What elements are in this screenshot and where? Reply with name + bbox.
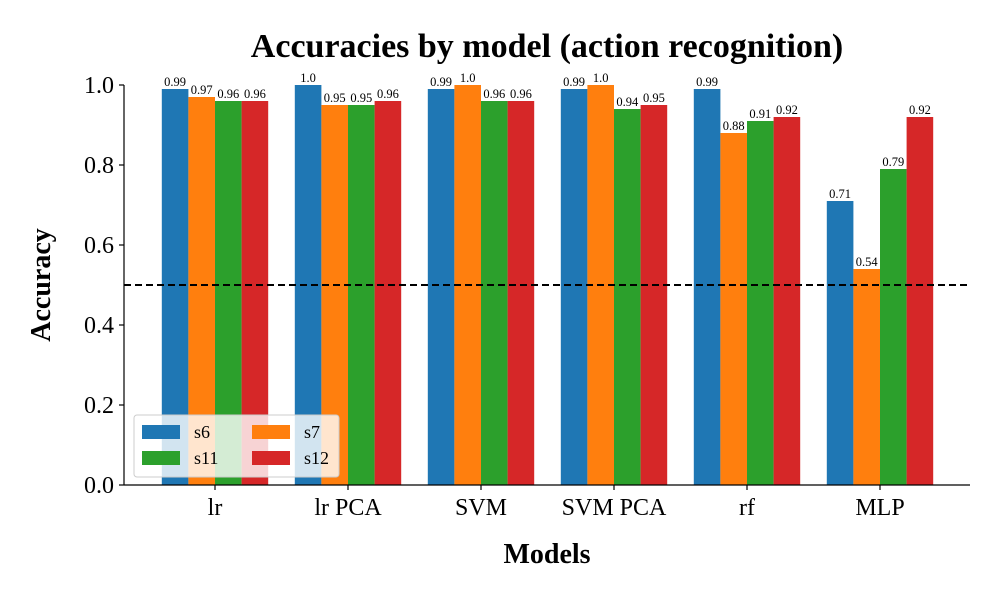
bar-s6-svm bbox=[427, 89, 455, 485]
data-label: 0.79 bbox=[882, 155, 904, 169]
bar-s7-mlp bbox=[853, 269, 880, 485]
legend-label-s12: s12 bbox=[304, 448, 329, 468]
bar-s12-lr-pca bbox=[374, 101, 402, 485]
data-label: 0.97 bbox=[191, 83, 213, 97]
data-label: 0.94 bbox=[616, 95, 639, 109]
data-label: 1.0 bbox=[460, 71, 476, 85]
legend-swatch-s6 bbox=[142, 425, 180, 439]
y-tick-label: 0.0 bbox=[84, 473, 114, 499]
bar-s11-rf bbox=[747, 121, 774, 485]
legend-label-s11: s11 bbox=[194, 448, 218, 468]
bar-s12-svm bbox=[507, 101, 535, 485]
data-label: 0.54 bbox=[856, 255, 879, 269]
legend-label-s7: s7 bbox=[304, 422, 320, 442]
data-label: 0.99 bbox=[430, 75, 452, 89]
data-label: 0.95 bbox=[324, 91, 346, 105]
data-label: 0.95 bbox=[350, 91, 372, 105]
x-tick-label: SVM PCA bbox=[562, 495, 667, 521]
y-tick-label: 0.8 bbox=[84, 153, 114, 179]
bar-s7-rf bbox=[720, 133, 747, 485]
data-label: 0.99 bbox=[563, 75, 585, 89]
legend-swatch-s7 bbox=[252, 425, 290, 439]
data-label: 1.0 bbox=[300, 71, 316, 85]
data-label: 0.96 bbox=[483, 87, 505, 101]
data-label: 0.92 bbox=[776, 103, 798, 117]
x-tick-label: SVM bbox=[455, 495, 507, 521]
x-tick-label: lr PCA bbox=[314, 495, 382, 521]
data-label: 1.0 bbox=[593, 71, 609, 85]
data-label: 0.95 bbox=[643, 91, 665, 105]
bar-s12-rf bbox=[773, 117, 801, 485]
data-label: 0.88 bbox=[723, 119, 745, 133]
data-label: 0.92 bbox=[909, 103, 931, 117]
bar-s12-svm-pca bbox=[640, 105, 668, 485]
data-label: 0.96 bbox=[377, 87, 399, 101]
y-tick-label: 0.4 bbox=[84, 313, 114, 339]
x-tick-label: rf bbox=[739, 495, 755, 521]
data-label: 0.99 bbox=[696, 75, 718, 89]
y-tick-label: 0.2 bbox=[84, 393, 114, 419]
bar-s6-rf bbox=[693, 89, 721, 485]
legend-label-s6: s6 bbox=[194, 422, 210, 442]
x-tick-label: MLP bbox=[855, 495, 904, 521]
data-label: 0.71 bbox=[829, 187, 851, 201]
bar-s12-mlp bbox=[906, 117, 934, 485]
data-labels-layer: 0.99 0.97 0.96 0.96 1.0 0.95 0.95 0.96 0.99 1.0 0.… bbox=[164, 71, 931, 269]
bar-s11-mlp bbox=[880, 169, 907, 485]
legend: s6 s7 s11 s12 bbox=[133, 414, 340, 478]
bar-s6-mlp bbox=[826, 201, 854, 485]
x-axis-label: Models bbox=[503, 539, 590, 570]
data-label: 0.96 bbox=[510, 87, 532, 101]
y-tick-label: 0.6 bbox=[84, 233, 114, 259]
chart-title: Accuracies by model (action recognition) bbox=[251, 28, 843, 65]
data-label: 0.99 bbox=[164, 75, 186, 89]
bar-s11-svm-pca bbox=[614, 109, 641, 485]
bar-s6-svm-pca bbox=[560, 89, 588, 485]
data-label: 0.96 bbox=[244, 87, 266, 101]
bar-s11-svm bbox=[481, 101, 508, 485]
y-tick-label: 1.0 bbox=[84, 73, 114, 99]
data-label: 0.91 bbox=[749, 107, 771, 121]
data-label: 0.96 bbox=[217, 87, 239, 101]
legend-swatch-s11 bbox=[142, 451, 180, 465]
y-axis-label: Accuracy bbox=[26, 228, 57, 342]
legend-swatch-s12 bbox=[252, 451, 290, 465]
bar-s11-lr-pca bbox=[348, 105, 375, 485]
x-tick-label: lr bbox=[208, 495, 223, 521]
axes-layer: lr lr PCA SVM SVM PCA rf MLP 0.0 0.2 0.4 0.6 0.8 1.… bbox=[84, 73, 970, 521]
